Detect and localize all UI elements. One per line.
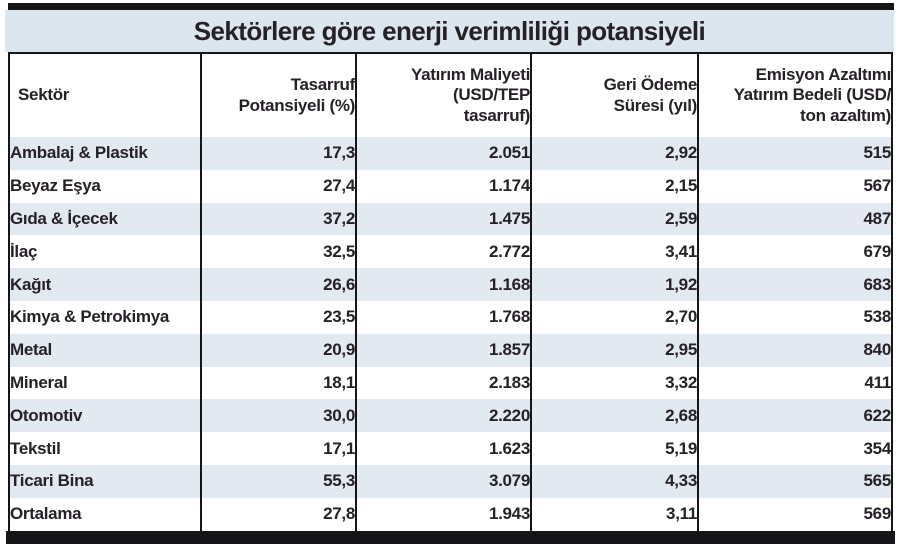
yatirim-cell: 1.768 [355,300,531,334]
geri-odeme-cell: 2,15 [530,169,698,203]
yatirim-cell: 1.174 [355,169,531,203]
emisyon-cell: 411 [697,366,892,400]
yatirim-cell: 1.475 [355,202,531,236]
table-row-beyaz-esya: Beyaz Eşya 27,4 1.174 2,15 567 [9,169,892,203]
title-band: Sektörlere göre enerji verimliliği potan… [5,10,894,52]
tasarruf-cell: 27,8 [200,497,356,531]
table-container: Sektör Tasarruf Potansiyeli (%) Yatırım … [8,52,893,531]
table-row-ambalaj-plastik: Ambalaj & Plastik 17,3 2.051 2,92 515 [9,137,892,170]
table-row-ticari-bina: Ticari Bina 55,3 3.079 4,33 565 [9,464,892,498]
table-row-ortalama: Ortalama 27,8 1.943 3,11 569 [9,497,892,531]
geri-odeme-cell: 1,92 [530,268,698,301]
table-row-ilac: İlaç 32,5 2.772 3,41 679 [9,235,892,269]
geri-odeme-cell: 4,33 [530,464,698,498]
emisyon-cell: 683 [697,268,892,301]
column-header-tasarruf-potansiyeli: Tasarruf Potansiyeli (%) [200,53,356,137]
tasarruf-cell: 23,5 [200,300,356,334]
header-row: Sektör Tasarruf Potansiyeli (%) Yatırım … [9,53,892,137]
tasarruf-cell: 27,4 [200,169,356,203]
table-row-kagit: Kağıt 26,6 1.168 1,92 683 [9,268,892,301]
emisyon-cell: 354 [697,432,892,465]
geri-odeme-cell: 2,59 [530,202,698,236]
emisyon-cell: 538 [697,300,892,334]
sector-cell: Tekstil [10,438,61,458]
tasarruf-cell: 30,0 [200,399,356,433]
geri-odeme-cell: 2,92 [530,137,698,170]
yatirim-cell: 1.623 [355,432,531,465]
tasarruf-cell: 26,6 [200,268,356,301]
table-row-gida-icecek: Gıda & İçecek 37,2 1.475 2,59 487 [9,202,892,236]
sector-cell: Kimya & Petrokimya [10,307,170,327]
bottom-rule [6,531,895,544]
column-header-emisyon-azaltimi: Emisyon Azaltımı Yatırım Bedeli (USD/ to… [697,53,892,137]
emisyon-cell: 565 [697,464,892,498]
geri-odeme-cell: 2,70 [530,300,698,334]
sector-cell: Gıda & İçecek [10,208,118,228]
emisyon-cell: 487 [697,202,892,236]
column-header-geri-odeme-suresi: Geri Ödeme Süresi (yıl) [530,53,698,137]
sector-cell: Beyaz Eşya [10,176,101,196]
table-row-metal: Metal 20,9 1.857 2,95 840 [9,333,892,367]
yatirim-cell: 2.183 [355,366,531,400]
tasarruf-cell: 17,3 [200,137,356,170]
geri-odeme-cell: 3,32 [530,366,698,400]
sector-cell: Metal [10,340,52,360]
yatirim-cell: 2.772 [355,235,531,269]
column-header-yatirim-maliyeti: Yatırım Maliyeti (USD/TEP tasarruf) [355,53,531,137]
table-row-mineral: Mineral 18,1 2.183 3,32 411 [9,366,892,400]
sector-cell: Ticari Bina [10,471,94,491]
data-table: Sektör Tasarruf Potansiyeli (%) Yatırım … [8,52,893,531]
yatirim-cell: 2.051 [355,137,531,170]
sector-cell: İlaç [10,241,38,261]
emisyon-cell: 679 [697,235,892,269]
emisyon-cell: 567 [697,169,892,203]
sector-cell: Kağıt [10,274,52,294]
table-body: Ambalaj & Plastik 17,3 2.051 2,92 515 Be… [9,137,892,531]
emisyon-cell: 622 [697,399,892,433]
table-row-kimya-petrokimya: Kimya & Petrokimya 23,5 1.768 2,70 538 [9,300,892,334]
tasarruf-cell: 18,1 [200,366,356,400]
geri-odeme-cell: 2,95 [530,333,698,367]
tasarruf-cell: 32,5 [200,235,356,269]
yatirim-cell: 3.079 [355,464,531,498]
sector-cell: Otomotiv [10,405,83,425]
column-header-sektor: Sektör [9,53,201,137]
tasarruf-cell: 17,1 [200,432,356,465]
emisyon-cell: 840 [697,333,892,367]
geri-odeme-cell: 3,41 [530,235,698,269]
yatirim-cell: 1.168 [355,268,531,301]
emisyon-cell: 515 [697,137,892,170]
emisyon-cell: 569 [697,497,892,531]
tasarruf-cell: 37,2 [200,202,356,236]
sector-cell: Ambalaj & Plastik [10,143,148,163]
table-row-tekstil: Tekstil 17,1 1.623 5,19 354 [9,432,892,465]
geri-odeme-cell: 3,11 [530,497,698,531]
sector-cell: Mineral [10,372,68,392]
geri-odeme-cell: 2,68 [530,399,698,433]
geri-odeme-cell: 5,19 [530,432,698,465]
sector-cell: Ortalama [10,504,82,524]
page-title: Sektörlere göre enerji verimliliği potan… [193,15,706,46]
tasarruf-cell: 20,9 [200,333,356,367]
top-rule [8,3,894,10]
yatirim-cell: 1.857 [355,333,531,367]
table-row-otomotiv: Otomotiv 30,0 2.220 2,68 622 [9,399,892,433]
table-header: Sektör Tasarruf Potansiyeli (%) Yatırım … [9,53,892,137]
yatirim-cell: 2.220 [355,399,531,433]
yatirim-cell: 1.943 [355,497,531,531]
tasarruf-cell: 55,3 [200,464,356,498]
